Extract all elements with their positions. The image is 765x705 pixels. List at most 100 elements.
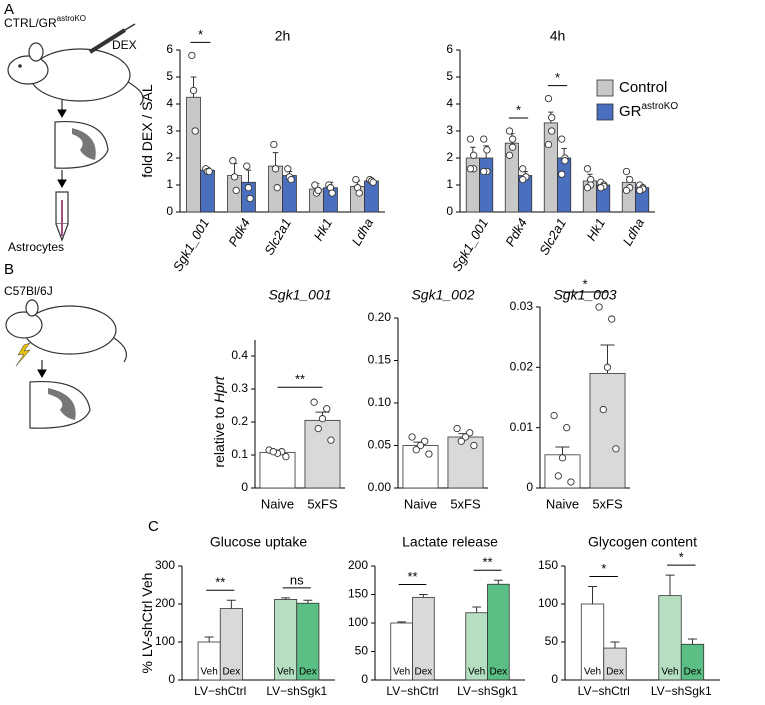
- data-point: [519, 165, 527, 173]
- y-tick-label: 100: [348, 615, 368, 629]
- data-point: [416, 441, 425, 450]
- legend-name: GR: [619, 103, 642, 120]
- bar-label: Dex: [489, 667, 507, 678]
- data-point: [421, 437, 429, 445]
- significance-label: *: [555, 70, 560, 85]
- x-tick-label: LV−shSgk1: [457, 684, 518, 698]
- data-point: [314, 186, 322, 195]
- x-tick-label: 5xFS: [592, 496, 623, 511]
- data-point: [505, 127, 514, 135]
- y-tick-label: 100: [538, 596, 558, 610]
- x-tick-label: Ldha: [349, 216, 376, 249]
- legend-sup: astroKO: [642, 101, 679, 112]
- tube: [55, 191, 69, 242]
- y-tick-label: 150: [348, 587, 368, 601]
- error-bar: [397, 621, 406, 623]
- bar-label: Dex: [299, 667, 317, 678]
- y-tick-label: 4: [446, 96, 453, 110]
- y-tick-label: 4: [166, 96, 173, 110]
- y-tick-label: 300: [155, 558, 175, 572]
- schematic-arrows: [37, 100, 67, 379]
- x-tick-label: LV−shCtrl: [578, 684, 630, 698]
- bar: [200, 169, 215, 213]
- x-tick-label: LV−shCtrl: [194, 684, 246, 698]
- y-tick-label: 100: [155, 634, 175, 648]
- data-point: [505, 151, 514, 159]
- legend-swatch: [596, 103, 614, 121]
- x-tick-label: Slc2a1: [536, 216, 569, 258]
- significance-label: *: [582, 276, 587, 291]
- data-point: [466, 135, 475, 143]
- panel-label: B: [4, 261, 14, 278]
- data-point: [457, 437, 465, 445]
- error-bar: [419, 594, 428, 598]
- error-bar: [588, 586, 598, 604]
- y-axis-label-em: Hprt: [211, 375, 227, 403]
- y-tick-label: 2: [166, 150, 173, 164]
- bar: [364, 180, 379, 213]
- data-point: [480, 135, 488, 143]
- data-point: [519, 175, 527, 184]
- x-tick-label: 5xFS: [450, 496, 481, 511]
- data-point: [244, 184, 253, 192]
- data-point: [612, 445, 620, 453]
- error-bar: [665, 574, 675, 596]
- error-bar: [555, 446, 570, 455]
- y-axis-label: fold DEX / SAL: [139, 84, 155, 178]
- bar-label: Dex: [606, 667, 624, 678]
- legend-label: Control: [619, 79, 667, 96]
- y-axis-label-text: fold DEX / SAL: [139, 84, 155, 178]
- data-point: [355, 189, 363, 197]
- bar-label: Veh: [468, 667, 485, 678]
- data-point: [483, 146, 491, 154]
- data-point: [622, 186, 631, 195]
- chart-title: Sgk1_002: [411, 287, 474, 303]
- chart-title: Glycogen content: [588, 534, 697, 550]
- data-point: [246, 194, 254, 203]
- data-point: [284, 165, 292, 173]
- data-point: [282, 452, 290, 461]
- data-point: [626, 175, 634, 184]
- data-point: [408, 433, 416, 441]
- y-axis-label-text: % LV-shCtrl Veh: [139, 573, 155, 674]
- bar: [186, 96, 201, 213]
- data-point: [229, 157, 237, 165]
- significance-label: *: [198, 27, 203, 42]
- legend-swatch: [596, 79, 614, 97]
- error-bar: [204, 636, 214, 642]
- data-point: [466, 165, 475, 173]
- y-tick-label: 0: [241, 480, 248, 494]
- bar: [259, 451, 296, 489]
- y-tick-label: 0: [551, 672, 558, 686]
- x-tick-label: 5xFS: [307, 496, 338, 511]
- chart-title: Sgk1_003: [553, 287, 616, 303]
- data-point: [597, 184, 605, 192]
- y-axis-label-text: relative to: [211, 407, 227, 468]
- y-tick-label: 0: [526, 480, 533, 494]
- error-bar: [303, 599, 313, 604]
- data-point: [188, 51, 196, 60]
- data-point: [509, 135, 517, 143]
- y-tick-label: 0: [446, 204, 453, 218]
- bar: [543, 122, 558, 213]
- x-tick-label: Ldha: [620, 216, 647, 249]
- x-tick-label: LV−shSgk1: [266, 684, 327, 698]
- error-bar: [272, 152, 279, 167]
- data-point: [558, 135, 566, 143]
- significance-label: **: [215, 575, 225, 590]
- x-tick-label: Slc2a1: [261, 216, 294, 258]
- y-axis-label: % LV-shCtrl Veh: [139, 573, 155, 674]
- y-tick-label: 5: [166, 69, 173, 83]
- error-bar: [687, 638, 697, 645]
- data-point: [269, 448, 277, 456]
- bar: [304, 419, 341, 489]
- chart-title: 2h: [275, 28, 291, 44]
- y-tick-label: 0.02: [510, 360, 534, 374]
- significance-label: **: [407, 569, 417, 584]
- data-point: [327, 436, 335, 444]
- x-tick-label: LV−shCtrl: [386, 684, 438, 698]
- x-tick-label: Pdk4: [502, 216, 530, 249]
- data-point: [318, 415, 327, 423]
